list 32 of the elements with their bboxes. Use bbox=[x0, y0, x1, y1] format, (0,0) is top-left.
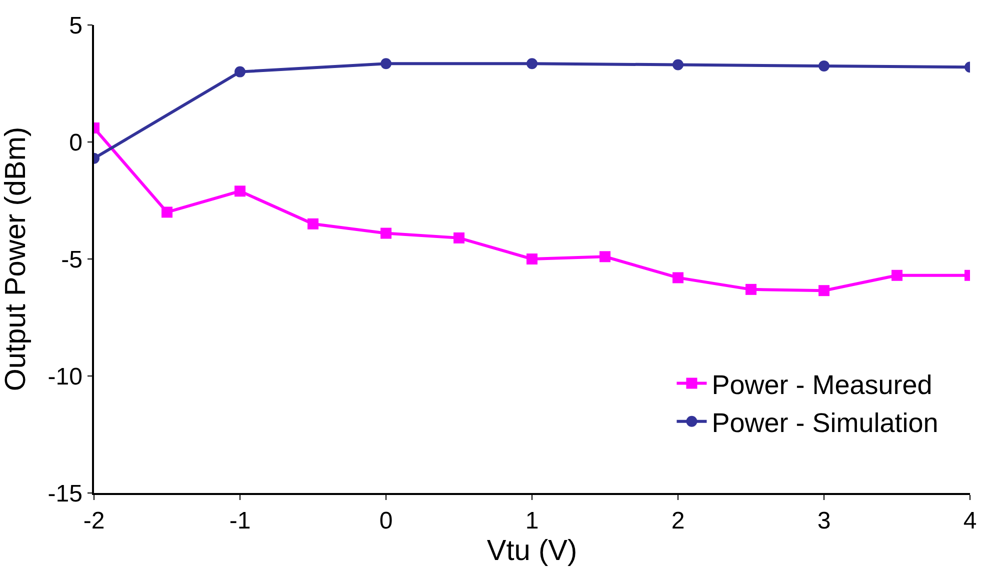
point bbox=[454, 232, 464, 244]
y-tick-label: 0 bbox=[69, 129, 82, 156]
point bbox=[380, 228, 392, 239]
x-tick-label: -1 bbox=[229, 508, 251, 535]
y-tick-label: -10 bbox=[48, 363, 82, 390]
point bbox=[380, 58, 392, 70]
point bbox=[892, 270, 902, 281]
x-tick-label: 1 bbox=[525, 508, 539, 535]
y-tick-label: -15 bbox=[48, 480, 82, 508]
point bbox=[308, 218, 318, 230]
point bbox=[600, 251, 610, 262]
point bbox=[162, 206, 172, 218]
x-tick-label: 4 bbox=[963, 508, 977, 535]
x-tick-label: 2 bbox=[671, 508, 685, 535]
x-tick-label: -2 bbox=[83, 508, 105, 535]
x-tick-label: 0 bbox=[379, 508, 393, 535]
point bbox=[526, 58, 538, 70]
x-tick-label: 3 bbox=[817, 508, 831, 535]
point bbox=[818, 285, 830, 296]
point bbox=[818, 60, 830, 72]
x-axis-title: Vtu (V) bbox=[486, 534, 578, 567]
point bbox=[672, 59, 684, 70]
point bbox=[526, 254, 538, 264]
point bbox=[746, 284, 756, 295]
y-tick-label: -5 bbox=[61, 246, 82, 274]
legend-label: Power - Simulation bbox=[712, 408, 938, 438]
y-tick-label: 5 bbox=[69, 12, 82, 40]
point bbox=[234, 186, 246, 197]
y-axis-title: Output Power (dBm) bbox=[0, 126, 32, 392]
point bbox=[234, 66, 246, 78]
legend-label: Power - Measured bbox=[712, 370, 932, 400]
point bbox=[672, 272, 684, 284]
